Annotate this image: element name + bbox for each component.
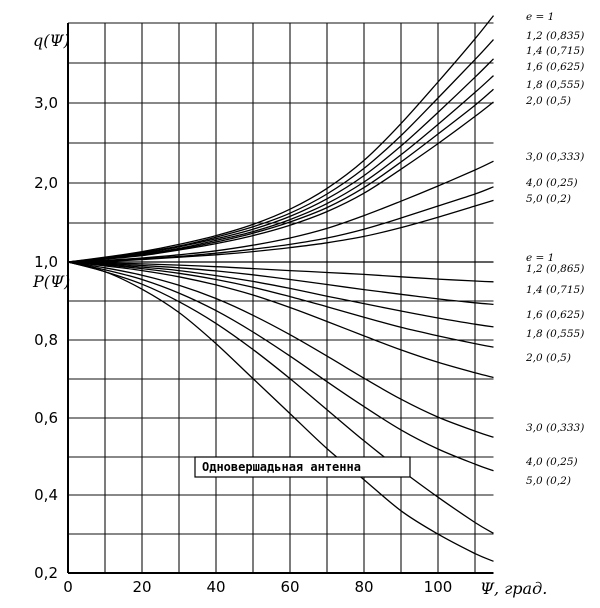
x-tick-label: 60 bbox=[280, 578, 299, 596]
p-series-6 bbox=[67, 261, 494, 438]
x-axis-label: Ψ, град. bbox=[480, 579, 547, 598]
q-series-2 bbox=[67, 58, 494, 263]
q-series-1 bbox=[67, 39, 494, 263]
p-series-label: 1,4 (0,715) bbox=[526, 284, 584, 296]
q-series-5 bbox=[67, 101, 494, 263]
q-series-label: 1,6 (0,625) bbox=[526, 61, 584, 73]
x-tick-label: 40 bbox=[206, 578, 225, 596]
p-series-3 bbox=[67, 261, 494, 328]
annotation: Одновершадьная антенна bbox=[194, 456, 411, 478]
q-series-label: 3,0 (0,333) bbox=[526, 151, 584, 163]
y-axis-label-top: q(Ψ) bbox=[33, 31, 70, 50]
y-tick-label: 0,8 bbox=[34, 331, 58, 349]
q-series-label: 4,0 (0,25) bbox=[525, 177, 578, 189]
q-series-4 bbox=[67, 88, 494, 263]
p-series-1 bbox=[67, 261, 494, 283]
q-series-label: 1,2 (0,835) bbox=[526, 30, 584, 42]
p-series-label: 5,0 (0,2) bbox=[526, 475, 571, 487]
x-tick-label: 20 bbox=[132, 578, 151, 596]
q-series-label: 1,8 (0,555) bbox=[526, 79, 584, 91]
p-series-label: 1,2 (0,865) bbox=[526, 263, 584, 275]
y-tick-label: 3,0 bbox=[34, 94, 58, 112]
p-series-label: e = 1 bbox=[526, 252, 554, 264]
annotation-box bbox=[194, 456, 411, 478]
series-labels: e = 1 1,2 (0,835) 1,4 (0,715) 1,6 (0,625) 1,… bbox=[525, 11, 584, 487]
q-series-label: 1,4 (0,715) bbox=[526, 45, 584, 57]
x-tick-label: 0 bbox=[63, 578, 73, 596]
y-tick-label: 0,4 bbox=[34, 486, 58, 504]
p-series-2 bbox=[67, 261, 494, 306]
y-tick-label: 0,2 bbox=[34, 564, 58, 582]
x-tick-label: 80 bbox=[354, 578, 373, 596]
q-series-6 bbox=[67, 160, 494, 263]
q-series-7 bbox=[67, 186, 494, 263]
y-tick-label: 1,0 bbox=[34, 253, 58, 271]
q-series-label: 5,0 (0,2) bbox=[526, 193, 571, 205]
curves bbox=[67, 15, 495, 562]
p-series-7 bbox=[67, 261, 494, 472]
p-series-label: 1,8 (0,555) bbox=[526, 328, 584, 340]
p-series-8 bbox=[67, 261, 494, 534]
p-series-label: 1,6 (0,625) bbox=[526, 309, 584, 321]
p-series-label: 3,0 (0,333) bbox=[526, 422, 584, 434]
q-series-label: e = 1 bbox=[526, 11, 554, 23]
tick-labels: 3,0 2,0 1,0 0,8 0,6 0,4 0,2 0 20 40 60 80 100 bbox=[34, 94, 452, 596]
p-series-5 bbox=[67, 261, 494, 379]
annotation-text: Одновершадьная антенна bbox=[202, 460, 361, 474]
p-series-label: 4,0 (0,25) bbox=[525, 456, 578, 468]
y-axis-label-bottom: P(Ψ) bbox=[32, 272, 70, 291]
y-tick-label: 2,0 bbox=[34, 174, 58, 192]
q-series-8 bbox=[67, 199, 494, 263]
p-series-9 bbox=[67, 261, 494, 562]
q-series-label: 2,0 (0,5) bbox=[525, 95, 571, 107]
x-tick-label: 100 bbox=[424, 578, 453, 596]
p-series-label: 2,0 (0,5) bbox=[525, 352, 571, 364]
q-series-0 bbox=[67, 15, 495, 263]
p-series-4 bbox=[67, 261, 494, 348]
y-tick-label: 0,6 bbox=[34, 409, 58, 427]
q-series-3 bbox=[67, 75, 494, 263]
